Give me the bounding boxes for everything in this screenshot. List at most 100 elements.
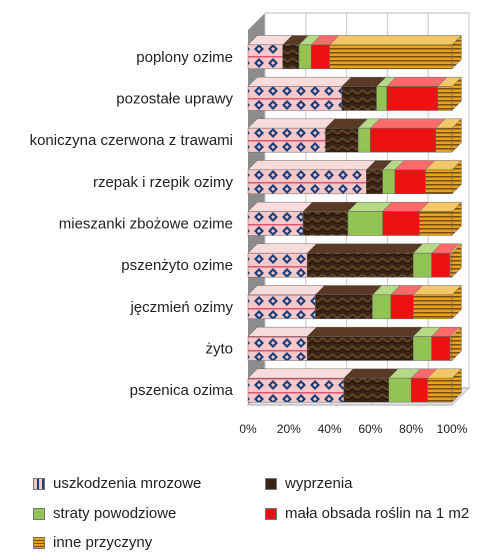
legend-label: straty powodziowe [53, 505, 177, 522]
bar-segment [341, 76, 387, 111]
bar-end-face [451, 243, 462, 278]
bar-segment-front [306, 336, 414, 361]
bar-segment [302, 201, 358, 236]
bar-segment-top [306, 243, 424, 254]
bar-segment-front [425, 169, 453, 195]
x-tick-label: 80% [399, 422, 423, 436]
legend-label: mała obsada roślin na 1 m2 [285, 505, 470, 522]
bar-end-face [451, 76, 462, 112]
bar-segment-front [325, 127, 359, 153]
bar-segment [314, 285, 383, 320]
bar-segment-top [247, 160, 377, 171]
category-label: pszenica ozima [130, 382, 234, 399]
legend-swatch [33, 536, 45, 549]
bar-end-face [451, 118, 462, 153]
bar-segment-front [247, 86, 343, 111]
x-axis-ticks: 0% 20% 40% 60% 80% 100% [239, 422, 467, 436]
bar-segment-front [298, 44, 312, 70]
category-labels: poplony ozime pozostałe uprawy koniczyna c… [30, 49, 234, 399]
category-label: pozostałe uprawy [116, 91, 233, 108]
category-label: koniczyna czerwona z trawami [30, 132, 233, 149]
bar-segment [328, 35, 462, 70]
bar-segment [390, 285, 424, 320]
category-label: rzepak i rzepik ozimy [93, 174, 234, 191]
legend-item-wet: wyprzenia [265, 475, 353, 492]
bar-segment-front [386, 86, 438, 111]
bar-segment-front [410, 377, 428, 403]
bar-segment [412, 326, 442, 361]
bar-segment [426, 368, 462, 403]
bar-segment-front [388, 377, 412, 403]
bar-segment-front [412, 252, 432, 278]
bar-segment-front [302, 211, 349, 236]
bar-segment [365, 160, 393, 195]
bar-segment-front [376, 86, 387, 111]
bar-segment [310, 35, 340, 70]
bar-segment [357, 118, 381, 153]
bar-segment-top [247, 285, 326, 296]
bar-segment-front [247, 44, 283, 70]
bar-segment-front [247, 377, 345, 403]
category-label: jęczmień ozimy [129, 299, 233, 316]
bar-segment-front [390, 294, 414, 320]
category-label: poplony ozime [136, 49, 233, 66]
bar-end-face [451, 284, 462, 320]
legend-item-other: inne przyczyny [33, 534, 152, 551]
bar-segment-top [314, 285, 383, 296]
x-tick-label: 60% [358, 422, 382, 436]
bar-segment-front [431, 336, 451, 361]
bar-segment-top [328, 35, 462, 46]
bar-segment-front [343, 377, 390, 403]
bar-segment-top [247, 76, 352, 87]
legend-swatch [265, 507, 277, 520]
bar-segment-front [437, 86, 453, 111]
bar-segment [394, 160, 436, 195]
bar-segment [306, 326, 424, 361]
bar-end-face [451, 368, 462, 403]
bar-segment-front [247, 211, 304, 236]
bar-segment [430, 326, 460, 361]
bar-segment-front [247, 252, 308, 278]
bar-segment [437, 76, 462, 111]
legend-swatch [33, 477, 45, 490]
bar-segment-front [372, 294, 392, 320]
bar-segment-front [431, 252, 451, 278]
bar-segment-front [382, 169, 396, 195]
bar-segment [247, 368, 354, 403]
stacked-bar-chart: poplony ozime pozostałe uprawy koniczyna c… [30, 12, 471, 436]
bar-segment-front [247, 294, 316, 320]
bar-segment [247, 160, 377, 195]
legend-item-flood: straty powodziowe [33, 505, 176, 522]
bar-segment-front [247, 336, 308, 361]
bar-segment-front [412, 336, 432, 361]
bar-segment [247, 285, 326, 320]
bar-segment [247, 201, 314, 236]
bar-segment [435, 118, 462, 153]
bar-end-face [451, 34, 462, 70]
bar-segment-front [394, 169, 426, 195]
bar-segment-front [419, 211, 453, 236]
legend-item-frost: uszkodzenia mrozowe [33, 475, 201, 492]
bar-segment [386, 76, 448, 111]
bar-segment [247, 243, 318, 278]
bar-segment-front [370, 127, 436, 153]
bar-segment-front [382, 211, 420, 236]
category-label: żyto [205, 341, 233, 358]
bar-segment-front [315, 294, 373, 320]
legend-label: inne przyczyny [53, 534, 153, 551]
bar-segment-top [247, 118, 336, 129]
bar-segment-front [329, 44, 453, 70]
x-tick-label: 20% [277, 422, 301, 436]
bar-segment [343, 368, 399, 403]
bar-segment [247, 76, 352, 111]
bar-segment-front [449, 252, 453, 278]
bar-segment-front [449, 336, 453, 361]
bar-segment-front [282, 44, 300, 70]
bar-segment-top [306, 326, 424, 337]
bar-segment-front [366, 169, 383, 195]
bar-segment-top [247, 243, 318, 254]
category-label: pszenżyto ozime [121, 257, 233, 274]
bar-segment-top [369, 118, 446, 129]
bar-segment-front [412, 294, 453, 320]
bar-segment [388, 368, 422, 403]
